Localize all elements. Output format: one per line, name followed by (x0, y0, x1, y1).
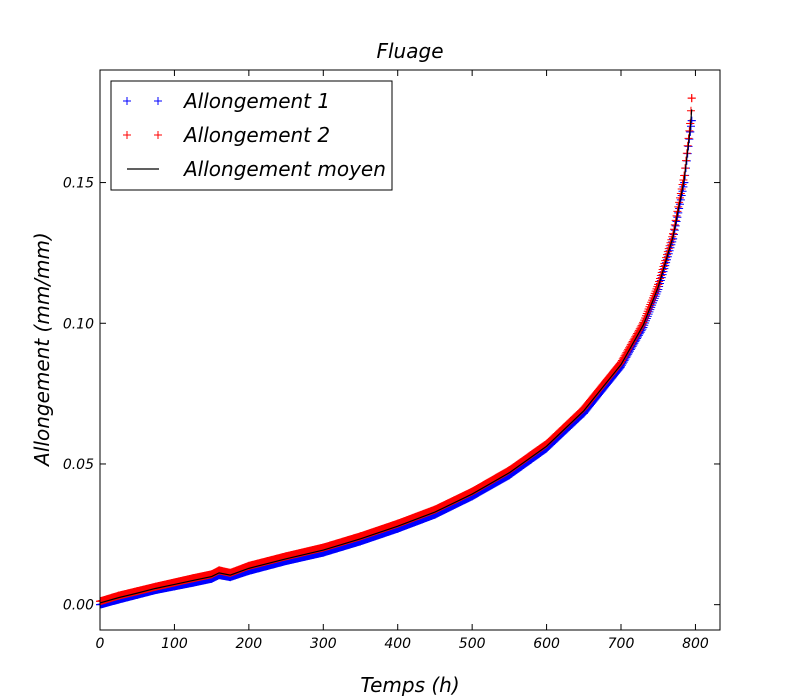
y-tick-label: 0.00 (63, 598, 94, 614)
x-axis-label: Temps (h) (360, 673, 459, 697)
chart-title: Fluage (377, 39, 444, 63)
legend-label: Allongement 2 (182, 123, 330, 147)
legend-item-3: Allongement moyen (127, 157, 386, 181)
x-tick-label: 800 (682, 636, 709, 652)
legend-label: Allongement moyen (182, 157, 386, 181)
plot-frame (99, 69, 721, 631)
x-tick-label: 200 (235, 636, 262, 652)
y-tick-label: 0.05 (63, 457, 94, 473)
legend-item-2: Allongement 2 (123, 123, 330, 147)
x-tick-label: 500 (459, 636, 486, 652)
x-tick-label: 300 (310, 636, 337, 652)
y-axis-ticks: 0.00 0.05 0.10 0.15 (63, 176, 720, 614)
series-3 (99, 109, 693, 604)
legend-item-1: Allongement 1 (123, 89, 330, 113)
x-tick-label: 400 (384, 636, 411, 652)
series-layer (96, 94, 696, 609)
x-tick-label: 0 (96, 636, 105, 652)
x-axis-ticks: 0 100 200 300 400 500 600 700 800 (96, 70, 709, 652)
x-tick-label: 700 (608, 636, 635, 652)
y-axis-label: Allongement (mm/mm) (30, 232, 54, 468)
legend-label: Allongement 1 (182, 89, 330, 113)
x-tick-label: 600 (533, 636, 560, 652)
legend: Allongement 1 Allongement 2 Allongement mo… (110, 80, 393, 191)
x-tick-label: 100 (161, 636, 188, 652)
y-tick-label: 0.15 (63, 176, 94, 192)
y-tick-label: 0.10 (63, 316, 94, 332)
series-line (99, 109, 693, 604)
